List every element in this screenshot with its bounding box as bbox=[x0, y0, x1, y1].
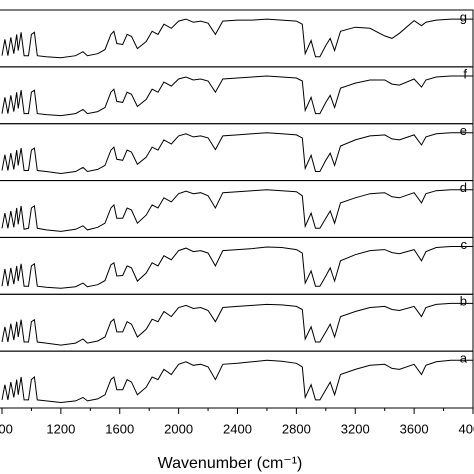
x-tick-label: 1600 bbox=[105, 421, 134, 436]
spectrum-line bbox=[1, 359, 473, 404]
x-tick-label: 3600 bbox=[400, 421, 429, 436]
panel-label: b bbox=[460, 294, 467, 309]
x-axis-label: Wavenumber (cm⁻¹) bbox=[158, 455, 303, 472]
x-tick-label: 2800 bbox=[282, 421, 311, 436]
panel-frame bbox=[0, 293, 474, 352]
panel-frame bbox=[0, 9, 474, 68]
x-tick-label: 2000 bbox=[164, 421, 193, 436]
panel-label: g bbox=[460, 9, 467, 24]
x-tick-label: 3200 bbox=[341, 421, 370, 436]
spectrum-line bbox=[1, 132, 473, 175]
panel-frame bbox=[0, 350, 474, 409]
panel-label: d bbox=[460, 180, 467, 195]
panel-label: f bbox=[463, 66, 467, 81]
x-tick-label: 1200 bbox=[46, 421, 75, 436]
panel-frame bbox=[0, 236, 474, 295]
x-tick-label: 2400 bbox=[223, 421, 252, 436]
x-tick-label: 4000 bbox=[459, 421, 474, 436]
spectrum-line bbox=[1, 75, 473, 117]
panel-label: c bbox=[461, 237, 468, 252]
spectrum-line bbox=[1, 189, 473, 232]
panel-frame bbox=[0, 66, 474, 125]
x-tick-label: 800 bbox=[0, 421, 13, 436]
panel-label: e bbox=[460, 123, 467, 138]
panel-frame bbox=[0, 180, 474, 238]
spectrum-line bbox=[1, 246, 473, 289]
panel-label: a bbox=[460, 351, 468, 366]
spectrum-line bbox=[1, 18, 473, 59]
spectrum-line bbox=[1, 302, 473, 346]
